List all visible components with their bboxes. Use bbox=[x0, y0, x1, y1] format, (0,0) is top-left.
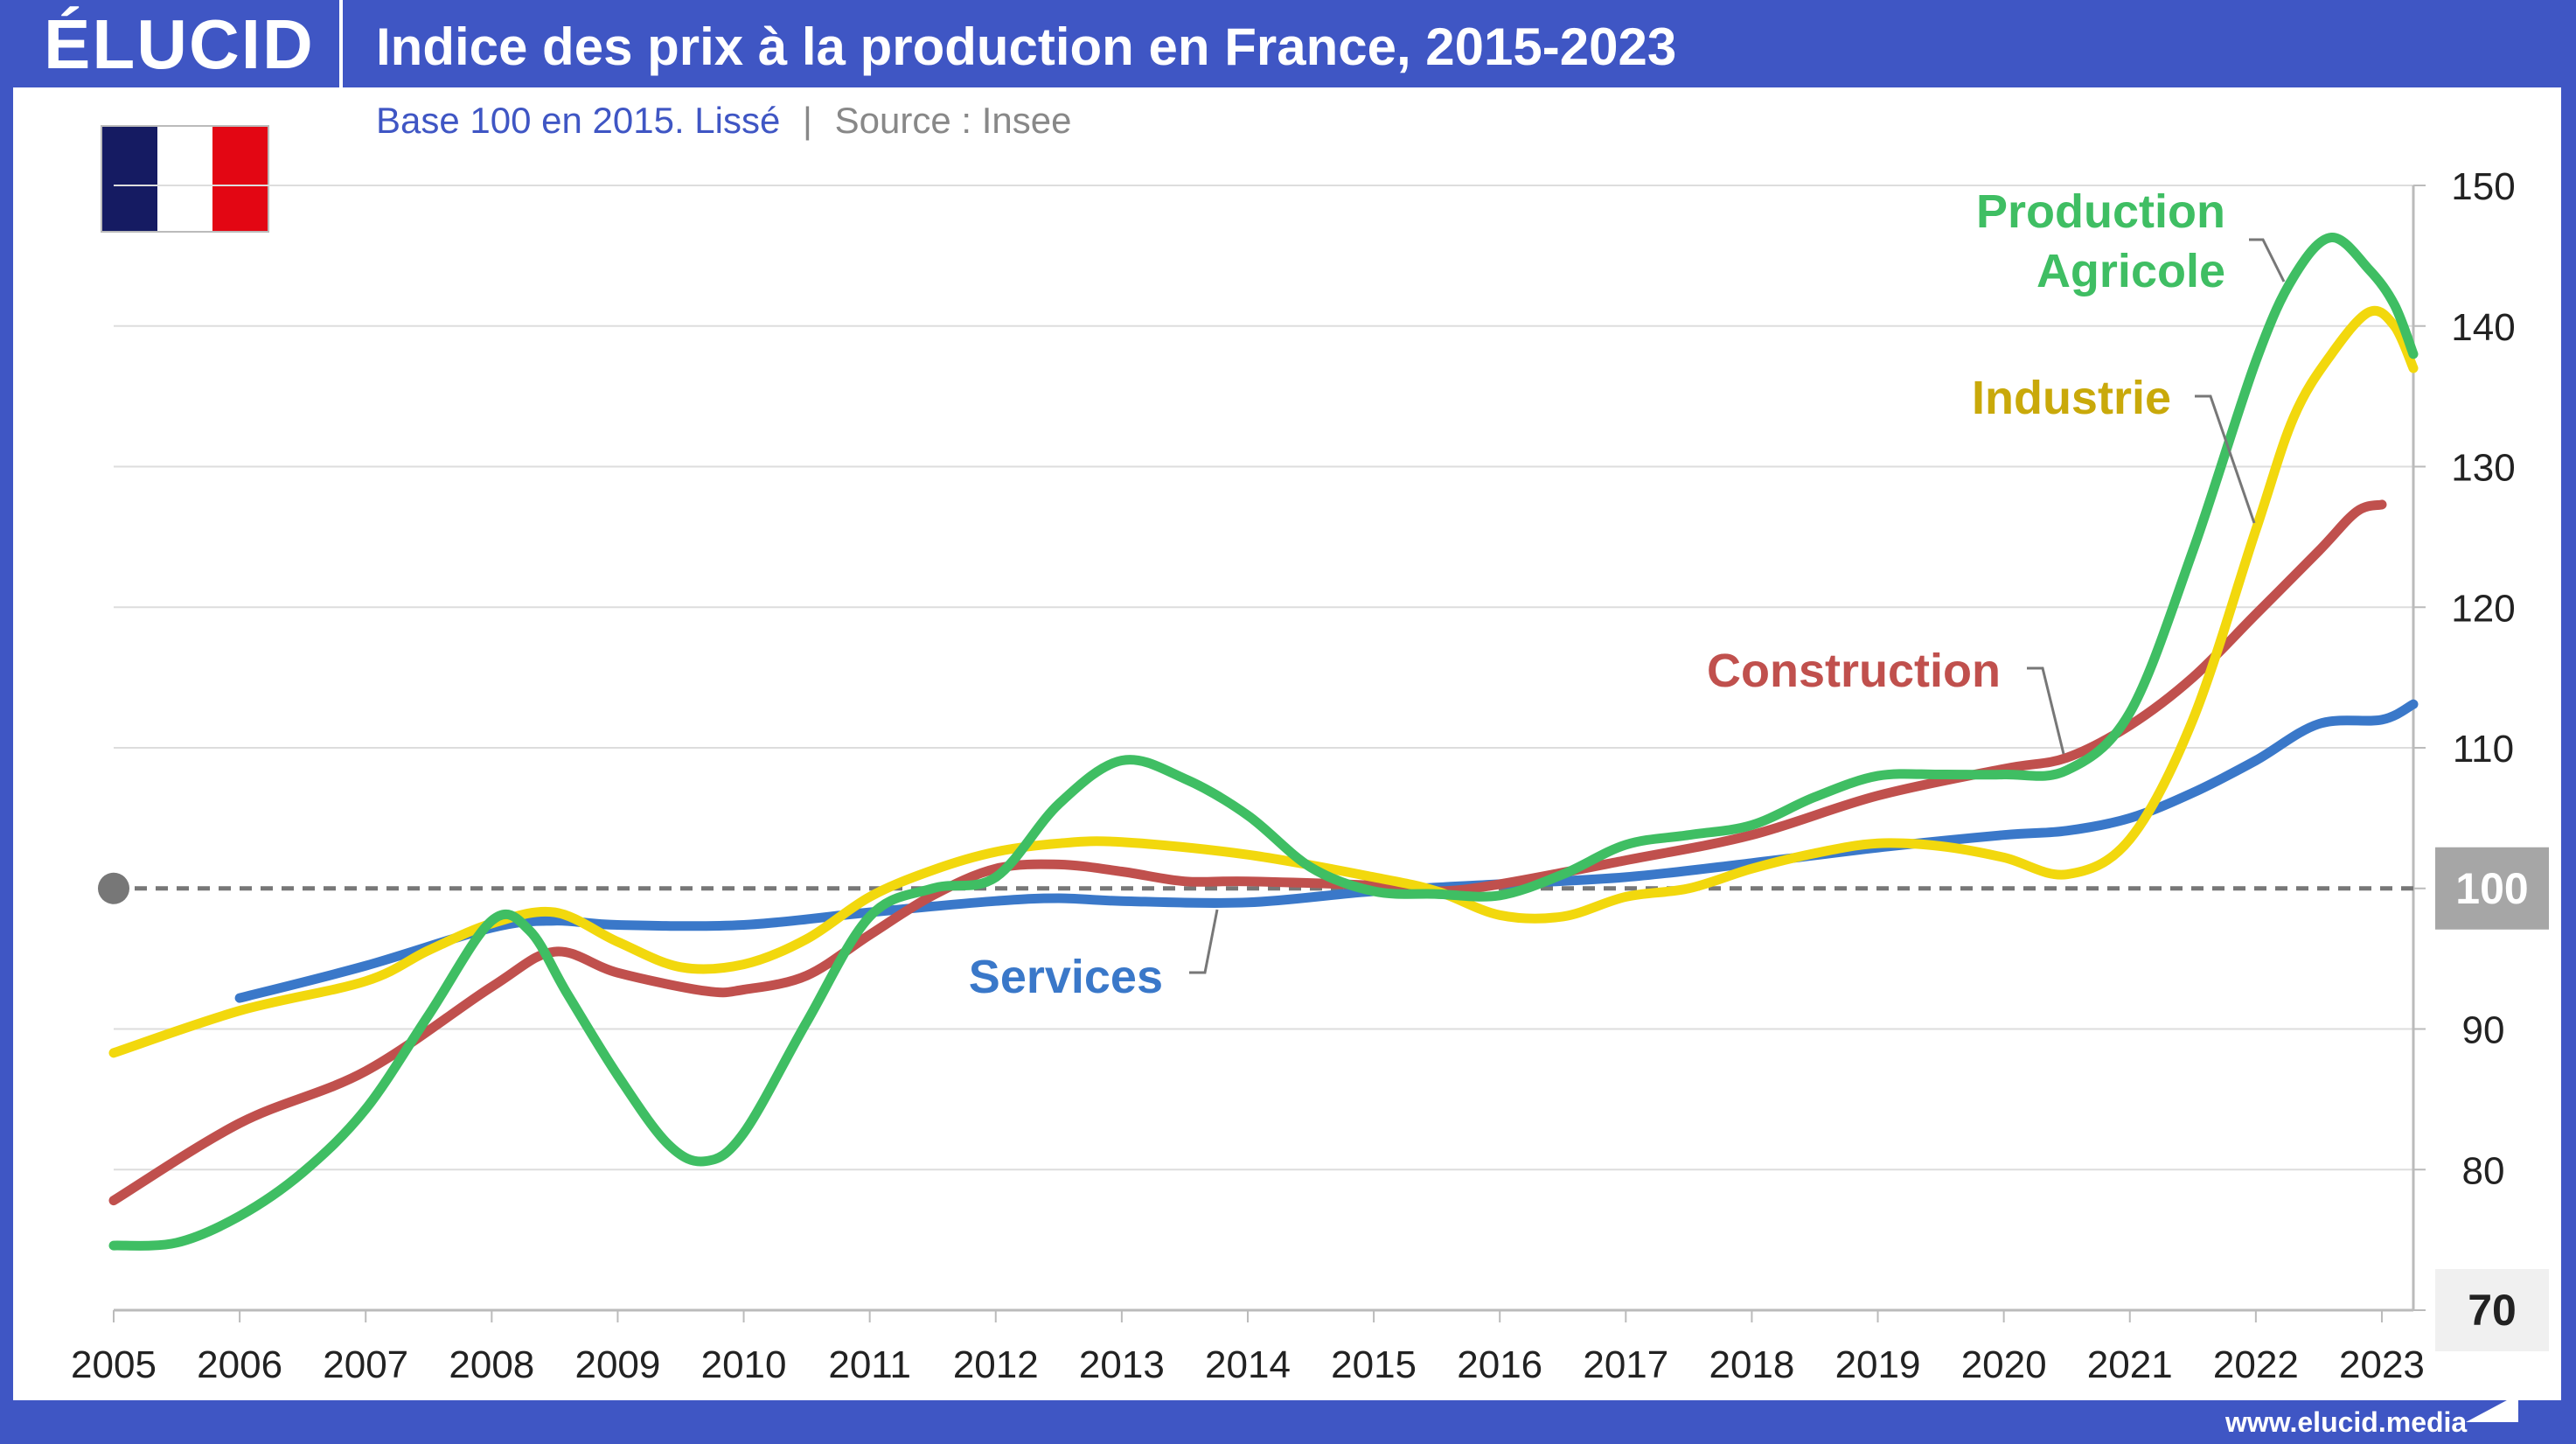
x-tick-label: 2022 bbox=[2213, 1343, 2299, 1386]
x-tick-label: 2013 bbox=[1079, 1343, 1165, 1386]
label-agricole-line2: Agricole bbox=[2036, 245, 2225, 297]
series-agricole-line bbox=[108, 233, 2419, 1251]
x-tick-label: 2017 bbox=[1583, 1343, 1668, 1386]
y-tick-label: 90 bbox=[2462, 1009, 2505, 1052]
x-tick-label: 2019 bbox=[1835, 1343, 1921, 1386]
chart-panel bbox=[13, 87, 2561, 1400]
flag-white-stripe bbox=[157, 127, 212, 231]
baseline-box bbox=[2435, 847, 2549, 930]
x-tick-label: 2006 bbox=[197, 1343, 282, 1386]
x-tick-label: 2014 bbox=[1205, 1343, 1291, 1386]
y-tick-label: 130 bbox=[2451, 447, 2515, 490]
x-tick-label: 2015 bbox=[1331, 1343, 1417, 1386]
y-tick-label: 150 bbox=[2451, 165, 2515, 208]
x-tick-label: 2007 bbox=[323, 1343, 408, 1386]
baseline-dot bbox=[98, 872, 129, 904]
elucid-logo-icon bbox=[2466, 1394, 2518, 1422]
label-agricole-line1: Production bbox=[1976, 185, 2225, 238]
subtitle-separator: | bbox=[803, 100, 812, 141]
leader-construction bbox=[2027, 666, 2065, 755]
chart-title: Indice des prix à la production en Franc… bbox=[376, 17, 1677, 76]
label-construction: Construction bbox=[1707, 645, 2001, 697]
x-tick-label: 2021 bbox=[2087, 1343, 2173, 1386]
flag-red-stripe bbox=[212, 127, 268, 231]
chart-subtitle: Base 100 en 2015. Lissé | Source : Insee bbox=[376, 96, 1071, 145]
x-tick-label: 2020 bbox=[1961, 1343, 2047, 1386]
y-min-label: 70 bbox=[2468, 1286, 2517, 1335]
x-tick-label: 2018 bbox=[1709, 1343, 1794, 1386]
x-tick-label: 2023 bbox=[2339, 1343, 2425, 1386]
y-tick-label: 120 bbox=[2451, 587, 2515, 630]
elucid-logo[interactable]: ÉLUCID bbox=[44, 5, 315, 83]
leader-industrie bbox=[2195, 394, 2256, 524]
y-tick-label: 140 bbox=[2451, 306, 2515, 349]
label-industrie: Industrie bbox=[1972, 372, 2171, 424]
x-tick-label: 2011 bbox=[828, 1343, 911, 1386]
x-tick-label: 2008 bbox=[449, 1343, 534, 1386]
x-tick-label: 2016 bbox=[1457, 1343, 1542, 1386]
y-tick-label: 110 bbox=[2453, 728, 2514, 771]
label-services: Services bbox=[969, 951, 1163, 1003]
subtitle-source: Source : Insee bbox=[834, 100, 1072, 141]
header-divider bbox=[339, 0, 343, 87]
x-tick-label: 2010 bbox=[701, 1343, 787, 1386]
leader-services bbox=[1189, 909, 1219, 974]
baseline-value-label: 100 bbox=[2455, 864, 2528, 913]
x-tick-label: 2012 bbox=[953, 1343, 1039, 1386]
x-tick-label: 2005 bbox=[71, 1343, 157, 1386]
footer-url[interactable]: www.elucid.media bbox=[2225, 1406, 2468, 1438]
subtitle-base: Base 100 en 2015. Lissé bbox=[376, 100, 781, 141]
flag-blue-stripe bbox=[102, 127, 157, 231]
leader-agricole bbox=[2249, 238, 2286, 283]
y-tick-label: 80 bbox=[2462, 1149, 2505, 1192]
y-min-box bbox=[2435, 1269, 2549, 1351]
france-flag-icon bbox=[101, 125, 269, 233]
x-tick-label: 2009 bbox=[574, 1343, 660, 1386]
